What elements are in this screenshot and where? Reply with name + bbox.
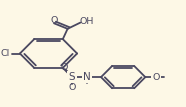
Text: OH: OH [80, 17, 94, 26]
Text: O: O [152, 73, 160, 82]
Text: O: O [60, 63, 68, 72]
Text: O: O [68, 83, 76, 92]
Text: O: O [51, 16, 58, 25]
Text: N: N [83, 72, 91, 82]
Text: Cl: Cl [1, 49, 10, 58]
Text: S: S [69, 72, 75, 82]
